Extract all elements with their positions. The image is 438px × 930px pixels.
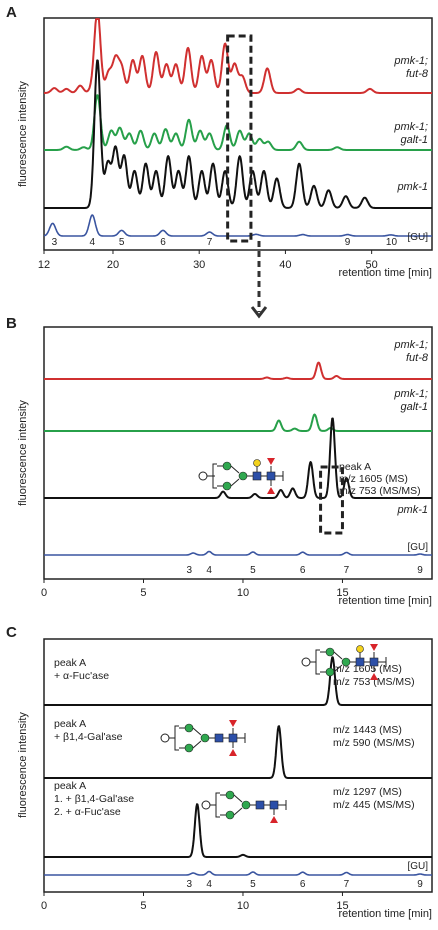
series-label-a-1: pmk-1; xyxy=(393,121,428,133)
panel-c-ylabel: fluorescence intensity xyxy=(17,712,29,818)
trace-a-2 xyxy=(43,59,433,209)
trace-c-2 xyxy=(43,803,433,858)
sample-label-c-1: peak A xyxy=(54,718,86,730)
trace-b-2 xyxy=(43,417,433,499)
series-label-a-0: fut-8 xyxy=(406,68,429,80)
sample-label-c-2: 1. + β1,4-Gal'ase xyxy=(54,793,134,805)
panel-a-xtick-label: 50 xyxy=(366,259,378,271)
gu-number-a: 5 xyxy=(119,237,125,248)
panel-c-xtick-label: 5 xyxy=(140,900,146,912)
sample-label-c-1: + β1,4-Gal'ase xyxy=(54,731,123,743)
glycan-structure-c1 xyxy=(301,644,387,680)
series-label-b-0: fut-8 xyxy=(406,352,429,364)
panel-a-xtick-label: 12 xyxy=(38,259,50,271)
gu-number-b: 9 xyxy=(417,565,423,576)
gu-number-c: 9 xyxy=(417,879,423,890)
series-label-a-1: galt-1 xyxy=(400,134,428,146)
sample-label-c-0: + α-Fuc'ase xyxy=(54,670,109,682)
gu-number-b: 7 xyxy=(344,565,350,576)
panel-b-xlabel: retention time [min] xyxy=(338,595,432,607)
gu-number-c: 3 xyxy=(186,879,192,890)
gu-number-b: 3 xyxy=(186,565,192,576)
panel-c-xlabel: retention time [min] xyxy=(338,908,432,920)
trace-a-0 xyxy=(43,18,433,94)
ms-label-c-1: m/z 1443 (MS) xyxy=(333,724,402,736)
panel-letter-b: B xyxy=(6,315,17,332)
gu-number-c: 6 xyxy=(300,879,306,890)
panel-c-frame xyxy=(43,638,433,893)
ms-label-c-2: m/z 1297 (MS) xyxy=(333,786,402,798)
gu-number-c: 5 xyxy=(250,879,256,890)
trace-c-1 xyxy=(43,725,433,779)
series-label-b-0: pmk-1; xyxy=(393,339,428,351)
panel-b-xtick-label: 0 xyxy=(41,587,47,599)
gu-number-c: 7 xyxy=(344,879,350,890)
panel-c-xtick-label: 0 xyxy=(41,900,47,912)
ms-label-c-0: m/z 1605 (MS) xyxy=(333,663,402,675)
gu-number-a: 10 xyxy=(386,237,398,248)
series-label-a-0: pmk-1; xyxy=(393,55,428,67)
trace-c-0 xyxy=(43,656,433,706)
gu-number-c: 4 xyxy=(206,879,212,890)
sample-label-c-2: 2. + α-Fuc'ase xyxy=(54,806,121,818)
glycan-structure-c3 xyxy=(201,790,287,823)
trace-b-3 xyxy=(43,550,433,556)
peak-a-annotation: m/z 753 (MS/MS) xyxy=(339,485,421,497)
trace-b-0 xyxy=(43,361,433,380)
panel-a-frame xyxy=(43,17,433,251)
series-label-b-2: pmk-1 xyxy=(396,504,428,516)
panel-letter-a: A xyxy=(6,4,17,21)
trace-c-3 xyxy=(43,870,433,876)
sample-label-c-2: peak A xyxy=(54,780,86,792)
gu-number-a: 9 xyxy=(345,237,351,248)
panel-b-xtick-label: 15 xyxy=(336,587,348,599)
trace-a-3 xyxy=(43,214,433,237)
glycan-structure-c2 xyxy=(160,720,246,756)
panel-a-xtick-label: 40 xyxy=(279,259,291,271)
gu-number-b: 4 xyxy=(206,565,212,576)
gu-number-a: 4 xyxy=(90,237,96,248)
panel-a-xtick-label: 30 xyxy=(193,259,205,271)
peak-a-annotation: peak A xyxy=(339,461,371,473)
series-label-a-3: [GU] xyxy=(407,232,428,243)
panel-a-xlabel: retention time [min] xyxy=(338,267,432,279)
peak-a-annotation: m/z 1605 (MS) xyxy=(339,473,408,485)
series-label-b-1: galt-1 xyxy=(400,401,428,413)
panel-a-xtick-label: 20 xyxy=(107,259,119,271)
panel-b-xtick-label: 10 xyxy=(237,587,249,599)
glycan-structure-panel-b xyxy=(198,458,284,494)
highlight-box-a xyxy=(226,34,253,243)
gu-number-a: 3 xyxy=(52,237,58,248)
trace-b-1 xyxy=(43,413,433,432)
gu-number-a: 6 xyxy=(160,237,166,248)
panel-b-frame xyxy=(43,326,433,580)
zoom-arrow xyxy=(250,241,268,319)
ms-label-c-2: m/z 445 (MS/MS) xyxy=(333,799,415,811)
panel-letter-c: C xyxy=(6,624,17,641)
panel-b-xtick-label: 5 xyxy=(140,587,146,599)
gu-number-a: 7 xyxy=(207,237,213,248)
series-label-a-2: pmk-1 xyxy=(396,181,428,193)
ms-label-c-0: m/z 753 (MS/MS) xyxy=(333,676,415,688)
ms-label-c-1: m/z 590 (MS/MS) xyxy=(333,737,415,749)
panel-a-ylabel: fluorescence intensity xyxy=(17,81,29,187)
trace-a-1 xyxy=(43,94,433,151)
gu-number-b: 5 xyxy=(250,565,256,576)
panel-c-xtick-label: 15 xyxy=(336,900,348,912)
series-label-b-1: pmk-1; xyxy=(393,388,428,400)
panel-b-ylabel: fluorescence intensity xyxy=(17,400,29,506)
gu-number-b: 6 xyxy=(300,565,306,576)
series-label-c-gu: [GU] xyxy=(407,861,428,872)
series-label-b-3: [GU] xyxy=(407,542,428,553)
sample-label-c-0: peak A xyxy=(54,657,86,669)
panel-c-xtick-label: 10 xyxy=(237,900,249,912)
